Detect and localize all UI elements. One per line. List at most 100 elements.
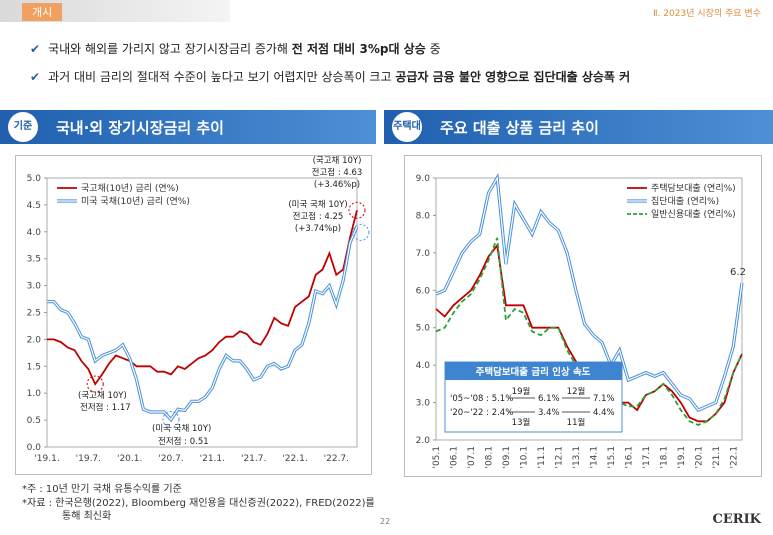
y-tick-label: 3.0: [27, 282, 42, 292]
x-tick-label: '20.7.: [158, 454, 183, 464]
highlight: [86, 375, 104, 393]
x-tick-label: '22.7.: [324, 454, 349, 464]
x-tick-label: '16.1: [624, 446, 634, 469]
text: 국내와 해외를 가리지 않고 장기시장금리 증가해: [48, 42, 292, 56]
data-label: 6.2: [730, 267, 746, 278]
annotation: (미국 국채 10Y): [288, 199, 347, 210]
badge: 주택대: [392, 112, 422, 142]
x-tick-label: '20.1.: [117, 454, 142, 464]
x-tick-label: '19.7.: [76, 454, 101, 464]
x-tick-label: '11.1: [537, 446, 547, 469]
bold-text: 공급자 금융 불안 영향으로 집단대출 상승폭 커: [395, 70, 631, 84]
inset-period: '20~'22 : 2.4%: [450, 408, 513, 418]
annotation: 전고점 : 4.25: [293, 211, 344, 222]
legend-label: 주택담보대출 (연리%): [651, 182, 736, 194]
page-number: 22: [380, 517, 391, 526]
y-tick-label: 7.0: [416, 249, 431, 259]
text: 중: [425, 42, 441, 56]
highlight: [352, 223, 370, 241]
note: *주 : 10년 만기 국채 유통수익률 기준: [22, 484, 182, 495]
x-tick-label: '13.1: [572, 446, 582, 469]
bold-text: 전 저점 대비 3%p대 상승: [291, 42, 426, 56]
x-tick-label: '21.1.: [200, 454, 225, 464]
bullet: ✔ 과거 대비 금리의 절대적 수준이 높다고 보기 어렵지만 상승폭이 크고 공…: [30, 70, 631, 84]
y-tick-label: 3.0: [416, 399, 431, 409]
x-tick-label: '19.1: [677, 446, 687, 469]
x-tick-label: '21.7.: [241, 454, 266, 464]
x-tick-label: '12.1: [554, 446, 564, 469]
legend-label: 국고채(10년) 금리 (연%): [81, 183, 179, 194]
legend-label: 미국 국채(10년) 금리 (연%): [81, 196, 190, 207]
section-title: 주요 대출 상품 금리 추이: [440, 119, 599, 137]
inset-months: 19월: [512, 386, 531, 397]
y-tick-label: 5.0: [416, 324, 431, 334]
inset-rate: 7.1%: [593, 394, 615, 404]
y-tick-label: 9.0: [416, 174, 431, 184]
inset-title: 주택담보대출 금리 인상 속도: [476, 366, 591, 378]
annotation: 전저점 : 0.51: [158, 436, 209, 447]
note: 통해 최신화: [62, 511, 112, 522]
x-tick-label: '18.1: [659, 446, 669, 469]
y-tick-label: 4.0: [27, 228, 42, 238]
inset-rate: 6.1%: [538, 394, 560, 404]
legend-label: 일반신용대출 (연리%): [651, 209, 736, 220]
y-tick-label: 4.0: [416, 361, 431, 371]
y-tick-label: 1.5: [27, 362, 41, 372]
tag: 개시: [22, 3, 63, 21]
section-header: 주택대 주요 대출 상품 금리 추이: [384, 110, 773, 144]
inset-rate: 4.4%: [593, 408, 615, 418]
annotation: (+3.46%p): [314, 180, 360, 190]
y-tick-label: 0.0: [27, 443, 42, 453]
x-tick-label: '21.1: [712, 446, 722, 469]
y-tick-label: 5.0: [27, 174, 42, 184]
section-header: 기준 국내·외 장기시장금리 추이: [0, 110, 376, 144]
legend-label: 집단대출 (연리%): [651, 195, 719, 207]
highlight: [162, 411, 180, 429]
annotation: (+3.74%p): [295, 224, 341, 234]
inset-months: 11월: [567, 417, 586, 428]
annotation: (국고채 10Y): [78, 390, 127, 401]
x-tick-label: '06.1: [449, 446, 459, 469]
badge: 기준: [8, 112, 38, 142]
inset-rate: 3.4%: [538, 408, 560, 418]
annotation: 전고점 : 4.63: [312, 167, 363, 178]
panel: [15, 155, 372, 475]
y-tick-label: 1.0: [27, 389, 42, 399]
annotation: (미국 국채 10Y): [152, 423, 211, 434]
y-tick-label: 6.0: [416, 286, 431, 296]
x-tick-label: '08.1: [484, 446, 494, 469]
x-tick-label: '09.1: [502, 446, 512, 469]
text: 과거 대비 금리의 절대적 수준이 높다고 보기 어렵지만 상승폭이 크고: [48, 70, 396, 84]
inset-title-band: [445, 362, 622, 380]
breadcrumb: Ⅱ. 2023년 시장의 주요 변수: [653, 9, 761, 19]
inset-months: 12월: [567, 386, 586, 397]
y-tick-label: 3.5: [27, 255, 41, 265]
x-tick-label: '19.1.: [34, 454, 59, 464]
y-tick-label: 0.5: [27, 416, 41, 426]
y-tick-label: 2.5: [27, 309, 41, 319]
x-tick-label: '14.1: [589, 446, 599, 469]
line-inner: [435, 176, 743, 411]
annotation: (국고채 10Y): [313, 155, 362, 166]
inset-period: '05~'08 : 5.1%: [450, 394, 513, 404]
x-tick-label: '17.1: [642, 446, 652, 469]
annotation: 전저점 : 1.17: [80, 402, 131, 413]
highlight: [348, 201, 366, 219]
bullet: ✔ 국내와 해외를 가리지 않고 장기시장금리 증가해 전 저점 대비 3%p대 …: [30, 42, 441, 56]
x-tick-label: '07.1: [467, 446, 477, 469]
x-tick-label: '22.1.: [282, 454, 307, 464]
section-title: 국내·외 장기시장금리 추이: [56, 119, 224, 137]
x-tick-label: '15.1: [607, 446, 617, 469]
x-tick-label: '20.1: [694, 446, 704, 469]
x-tick-label: '22.1: [729, 446, 739, 469]
line: [47, 210, 358, 386]
y-tick-label: 8.0: [416, 211, 431, 221]
tag-bar: 개시: [0, 0, 230, 22]
y-tick-label: 2.0: [416, 436, 431, 446]
y-tick-label: 4.5: [27, 201, 41, 211]
note: *자료 : 한국은행(2022), Bloomberg 재인용을 대신증권(20…: [22, 498, 375, 509]
x-tick-label: '10.1: [519, 446, 529, 469]
inset-months: 13월: [512, 417, 531, 428]
